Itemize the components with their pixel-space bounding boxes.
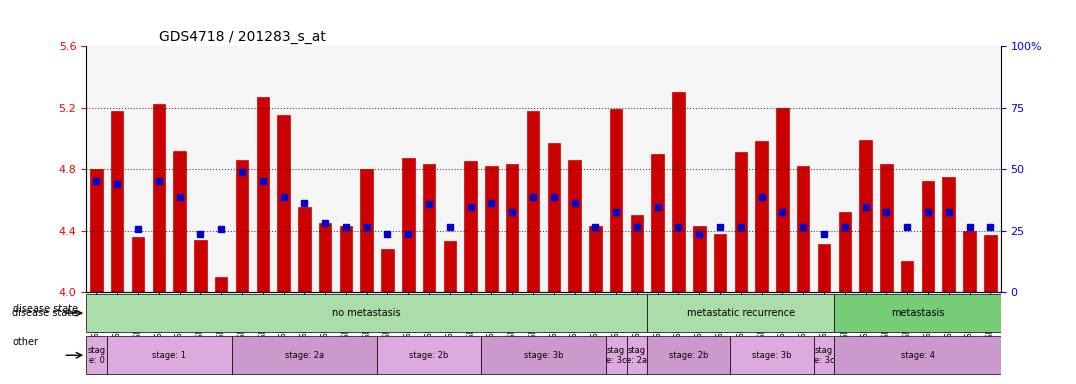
FancyBboxPatch shape	[626, 336, 648, 374]
Bar	[256, 97, 269, 292]
Bar	[610, 109, 622, 292]
Text: stag
e: 2a: stag e: 2a	[626, 346, 648, 365]
Bar	[818, 244, 831, 292]
Text: stage: 3b: stage: 3b	[752, 351, 792, 360]
Bar	[90, 169, 102, 292]
Text: stag
e: 3c: stag e: 3c	[606, 346, 626, 365]
Text: GDS4718 / 201283_s_at: GDS4718 / 201283_s_at	[159, 30, 326, 44]
Text: metastasis: metastasis	[891, 308, 945, 318]
FancyBboxPatch shape	[231, 336, 377, 374]
Bar	[215, 276, 227, 292]
Text: stage: 2b: stage: 2b	[669, 351, 709, 360]
Bar	[465, 161, 477, 292]
Text: disease state: disease state	[12, 308, 77, 318]
Bar	[381, 249, 394, 292]
FancyBboxPatch shape	[86, 336, 107, 374]
Text: stage: 1: stage: 1	[152, 351, 186, 360]
Text: stage: 2b: stage: 2b	[409, 351, 449, 360]
Bar	[755, 141, 768, 292]
Text: stage: 4: stage: 4	[901, 351, 935, 360]
Bar	[985, 235, 996, 292]
FancyBboxPatch shape	[813, 336, 834, 374]
Bar	[901, 261, 914, 292]
Text: stag
e: 3c: stag e: 3c	[813, 346, 834, 365]
Bar	[880, 164, 893, 292]
FancyBboxPatch shape	[377, 336, 481, 374]
Text: other: other	[13, 337, 39, 347]
Bar	[194, 240, 207, 292]
Bar	[548, 143, 560, 292]
Bar	[298, 207, 311, 292]
FancyBboxPatch shape	[606, 336, 626, 374]
FancyBboxPatch shape	[648, 336, 731, 374]
Bar	[776, 108, 789, 292]
Bar	[173, 151, 186, 292]
Bar	[443, 241, 456, 292]
Bar	[713, 233, 726, 292]
Bar	[527, 111, 539, 292]
FancyBboxPatch shape	[86, 294, 648, 332]
Bar	[838, 212, 851, 292]
FancyBboxPatch shape	[107, 336, 231, 374]
Bar	[963, 230, 976, 292]
FancyBboxPatch shape	[834, 336, 1001, 374]
Bar	[735, 152, 747, 292]
Bar	[153, 104, 165, 292]
Bar	[278, 115, 289, 292]
Text: stage: 3b: stage: 3b	[524, 351, 563, 360]
FancyBboxPatch shape	[834, 294, 1001, 332]
FancyBboxPatch shape	[648, 294, 834, 332]
Bar	[693, 226, 706, 292]
Bar	[111, 111, 124, 292]
Bar	[860, 140, 872, 292]
Bar	[131, 237, 144, 292]
Bar	[360, 169, 373, 292]
Bar	[797, 166, 809, 292]
FancyBboxPatch shape	[731, 336, 813, 374]
Bar	[672, 92, 684, 292]
Text: disease state: disease state	[13, 304, 79, 314]
Bar	[506, 164, 519, 292]
Bar	[423, 164, 436, 292]
Text: stag
e: 0: stag e: 0	[87, 346, 105, 365]
Bar	[340, 226, 352, 292]
Bar	[590, 226, 601, 292]
Text: metastatic recurrence: metastatic recurrence	[686, 308, 795, 318]
Text: stage: 2a: stage: 2a	[285, 351, 324, 360]
Bar	[568, 160, 581, 292]
Bar	[631, 215, 643, 292]
Bar	[651, 154, 664, 292]
Bar	[318, 223, 331, 292]
Bar	[236, 160, 249, 292]
Text: no metastasis: no metastasis	[332, 308, 401, 318]
Bar	[402, 158, 414, 292]
Bar	[485, 166, 498, 292]
Bar	[943, 177, 955, 292]
FancyBboxPatch shape	[481, 336, 606, 374]
Bar	[922, 181, 934, 292]
